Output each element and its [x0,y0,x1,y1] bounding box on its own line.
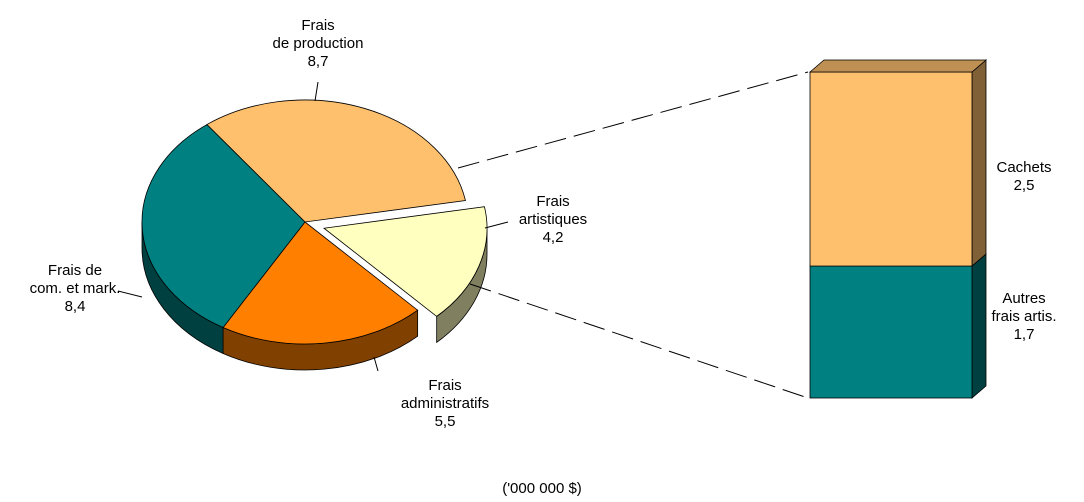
connector-line [469,283,809,399]
label-line: Autres [1002,290,1045,307]
pie-slice [323,206,488,317]
value-label: 8,4 [65,298,86,315]
leader-line [373,356,379,372]
label-line: administratifs [401,395,489,412]
connector-line [457,71,809,169]
label-line: Cachets [996,159,1051,176]
data-label: Cachets 2,5 [996,159,1051,194]
pie-slice [141,124,306,328]
leader-line [314,81,319,102]
data-label: Frais administratifs 5,5 [401,377,489,430]
label-line: Frais [536,193,569,210]
pie-slice [222,221,419,345]
leader-line [117,290,143,298]
data-label: Frais de production 8,7 [273,17,364,70]
value-label: 1,7 [1014,326,1035,343]
bar-segment [809,71,973,267]
value-label: 4,2 [543,229,564,246]
data-label: Autres frais artis. 1,7 [991,290,1056,343]
label-line: Frais [301,17,334,34]
value-label: 5,5 [435,413,456,430]
bar-side [971,59,987,267]
bar-side [971,253,987,399]
label-line: frais artis. [991,308,1056,325]
pie-slice [206,99,466,223]
label-line: Frais [428,377,461,394]
data-label: Frais de com. et mark. 8,4 [30,262,121,315]
label-line: com. et mark. [30,280,121,297]
unit-label: ('000 000 $) [502,480,582,497]
value-label: 2,5 [1014,177,1035,194]
bar-top [808,59,988,73]
label-line: artistiques [519,211,587,228]
value-label: 8,7 [308,53,329,70]
label-line: Frais de [48,262,102,279]
label-line: de production [273,35,364,52]
bar-segment [809,265,973,399]
data-label: Frais artistiques 4,2 [519,193,587,246]
pie-tops [141,99,488,345]
bar-stack [808,59,988,399]
leader-line [484,221,509,229]
